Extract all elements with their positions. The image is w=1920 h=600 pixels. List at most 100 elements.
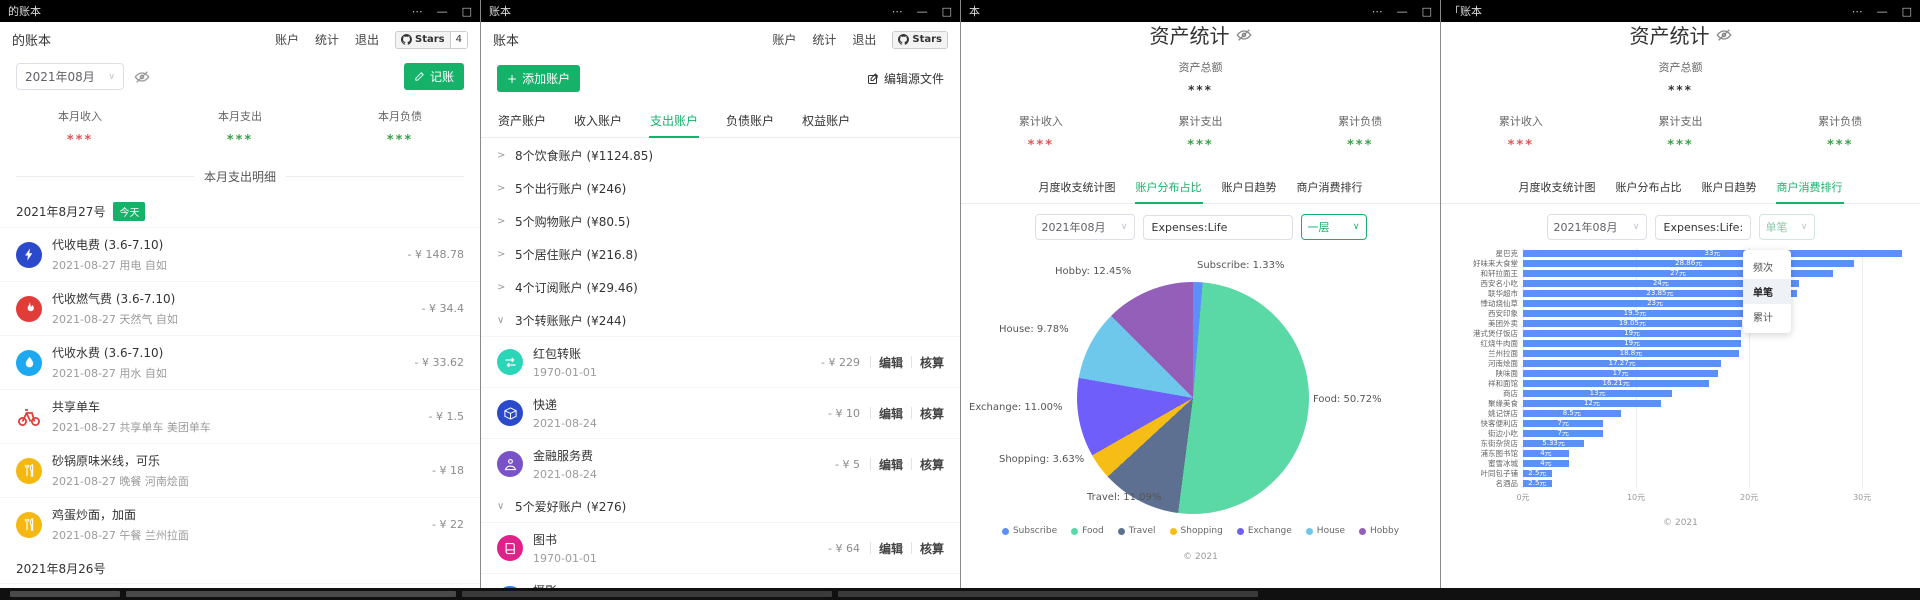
legend-item-travel[interactable]: Travel: [1117, 526, 1156, 536]
maximize-icon[interactable]: □: [461, 4, 472, 18]
nav-logout-link[interactable]: 退出: [852, 33, 877, 47]
bar-track: 23.85元: [1523, 289, 1910, 297]
bar-value-label: 4元: [1540, 458, 1552, 467]
menu-dots-icon[interactable]: ⋯: [891, 4, 903, 18]
account-filter-input[interactable]: [1142, 214, 1293, 240]
audit-link[interactable]: 核算: [919, 457, 944, 472]
account-group-header[interactable]: >5个购物账户 (¥80.5): [481, 206, 960, 237]
tab-2[interactable]: 账户日趋势: [1701, 181, 1757, 194]
bar-value-label: 23元: [1647, 298, 1664, 307]
edit-link[interactable]: 编辑: [878, 355, 903, 370]
legend-item-subscribe[interactable]: Subscribe: [1001, 526, 1057, 536]
account-filter-input[interactable]: [1654, 214, 1751, 240]
add-account-label: 添加账户: [522, 72, 571, 86]
legend-label: Hobby: [1370, 526, 1400, 536]
eye-off-icon[interactable]: [134, 69, 150, 85]
edit-source-link[interactable]: 编辑源文件: [867, 70, 944, 87]
nav-stats-link[interactable]: 统计: [812, 33, 837, 47]
edit-link[interactable]: 编辑: [878, 541, 903, 556]
tab-0[interactable]: 月度收支统计图: [1038, 181, 1116, 194]
action-separator: [910, 356, 912, 368]
date-label: 2021年8月26号: [16, 562, 106, 576]
tab-2[interactable]: 账户日趋势: [1221, 181, 1277, 194]
bar-category-label: 红烧牛肉面: [1480, 338, 1519, 348]
nav-accounts-link[interactable]: 账户: [274, 33, 299, 47]
minimize-icon[interactable]: —: [436, 4, 448, 18]
menu-dots-icon[interactable]: ⋯: [1851, 4, 1863, 18]
bar-row: 浦东图书馆 4元: [1451, 448, 1910, 458]
window-title: 本: [969, 5, 980, 18]
legend-item-exchange[interactable]: Exchange: [1236, 526, 1292, 536]
account-group-header[interactable]: >5个居住账户 (¥216.8): [481, 239, 960, 270]
audit-link[interactable]: 核算: [919, 406, 944, 421]
level-select[interactable]: 一层 ∨: [1300, 214, 1367, 240]
record-transaction-button[interactable]: 记账: [403, 63, 464, 90]
action-separator: [869, 407, 871, 419]
tab-0[interactable]: 月度收支统计图: [1518, 181, 1596, 194]
github-stars-badge[interactable]: Stars: [892, 30, 948, 49]
edit-link[interactable]: 编辑: [878, 457, 903, 472]
bar-row: 西安名小吃 24元: [1451, 278, 1910, 288]
nav-accounts-link[interactable]: 账户: [772, 33, 797, 47]
account-group-header[interactable]: ∨ 5个爱好账户 (¥276): [481, 491, 960, 522]
month-select[interactable]: 2021年08月 ∨: [1034, 214, 1135, 240]
account-group-header[interactable]: >4个订阅账户 (¥29.46): [481, 272, 960, 303]
audit-link[interactable]: 核算: [919, 355, 944, 370]
menu-dots-icon[interactable]: ⋯: [1371, 4, 1383, 18]
minimize-icon[interactable]: —: [916, 4, 928, 18]
bar: [1523, 289, 1797, 297]
summary-label: 累计支出: [1178, 115, 1223, 128]
tab-1[interactable]: 收入账户: [574, 114, 623, 128]
dropdown-option-2[interactable]: 累计: [1753, 313, 1773, 324]
nav-logout-link[interactable]: 退出: [354, 33, 379, 47]
summary-masked-value: ***: [1507, 138, 1535, 153]
tab-4[interactable]: 权益账户: [802, 114, 851, 128]
eye-off-icon[interactable]: [1716, 27, 1732, 43]
tab-0[interactable]: 资产账户: [498, 114, 547, 128]
tab-1[interactable]: 账户分布占比: [1615, 181, 1682, 194]
eye-off-icon[interactable]: [1236, 27, 1252, 43]
app-brand[interactable]: 账本: [493, 34, 520, 49]
app-brand[interactable]: 的账本: [12, 34, 52, 49]
pie-slice-label: Travel: 11.09%: [1087, 492, 1162, 503]
account-group-header[interactable]: >8个饮食账户 (¥1124.85): [481, 140, 960, 171]
summary-masked-value: ***: [386, 133, 414, 148]
legend-item-food[interactable]: Food: [1071, 526, 1104, 536]
account-group-header[interactable]: >5个出行账户 (¥246): [481, 173, 960, 204]
bar-value-label: 24元: [1652, 278, 1669, 287]
nav-stats-link[interactable]: 统计: [314, 33, 339, 47]
mode-select[interactable]: 单笔 ∨: [1758, 214, 1815, 240]
bar-row: 商店 13元: [1451, 388, 1910, 398]
minimize-icon[interactable]: —: [1876, 4, 1888, 18]
finance-icon: [497, 451, 523, 477]
bar-category-label: 陕味面: [1495, 368, 1519, 378]
maximize-icon[interactable]: □: [941, 4, 952, 18]
minimize-icon[interactable]: —: [1396, 4, 1408, 18]
bar-value-label: 2.5元: [1528, 468, 1547, 477]
tab-2[interactable]: 支出账户: [649, 106, 700, 138]
add-account-button[interactable]: + 添加账户: [497, 65, 581, 92]
account-group-label: 4个订阅账户 (¥29.46): [515, 281, 638, 295]
dropdown-option-0[interactable]: 频次: [1753, 263, 1773, 274]
legend-item-shopping[interactable]: Shopping: [1169, 526, 1223, 536]
menu-dots-icon[interactable]: ⋯: [411, 4, 423, 18]
month-select[interactable]: 2021年08月 ∨: [1546, 214, 1647, 240]
tab-3[interactable]: 商户消费排行: [1296, 181, 1363, 194]
bar-value-label: 28.86元: [1675, 258, 1703, 267]
account-group-header[interactable]: ∨ 3个转账账户 (¥244): [481, 305, 960, 336]
github-stars-badge[interactable]: Stars 4: [395, 30, 468, 49]
legend-item-house[interactable]: House: [1305, 526, 1345, 536]
edit-link[interactable]: 编辑: [878, 406, 903, 421]
transaction-row: 代收电费 (3.6-7.10) 2021-08-27 用电 自如 - ¥ 148.7…: [0, 227, 480, 281]
tab-3[interactable]: 负债账户: [726, 114, 775, 128]
month-select[interactable]: 2021年08月 ∨: [16, 63, 124, 90]
maximize-icon[interactable]: □: [1421, 4, 1432, 18]
tab-1[interactable]: 账户分布占比: [1134, 173, 1203, 204]
plus-icon: +: [507, 71, 518, 86]
legend-item-hobby[interactable]: Hobby: [1359, 526, 1399, 536]
audit-link[interactable]: 核算: [919, 541, 944, 556]
tab-3[interactable]: 商户消费排行: [1775, 173, 1844, 204]
dropdown-option-1[interactable]: 单笔: [1743, 279, 1791, 304]
page-title: 资产统计: [961, 22, 1440, 49]
maximize-icon[interactable]: □: [1901, 4, 1912, 18]
